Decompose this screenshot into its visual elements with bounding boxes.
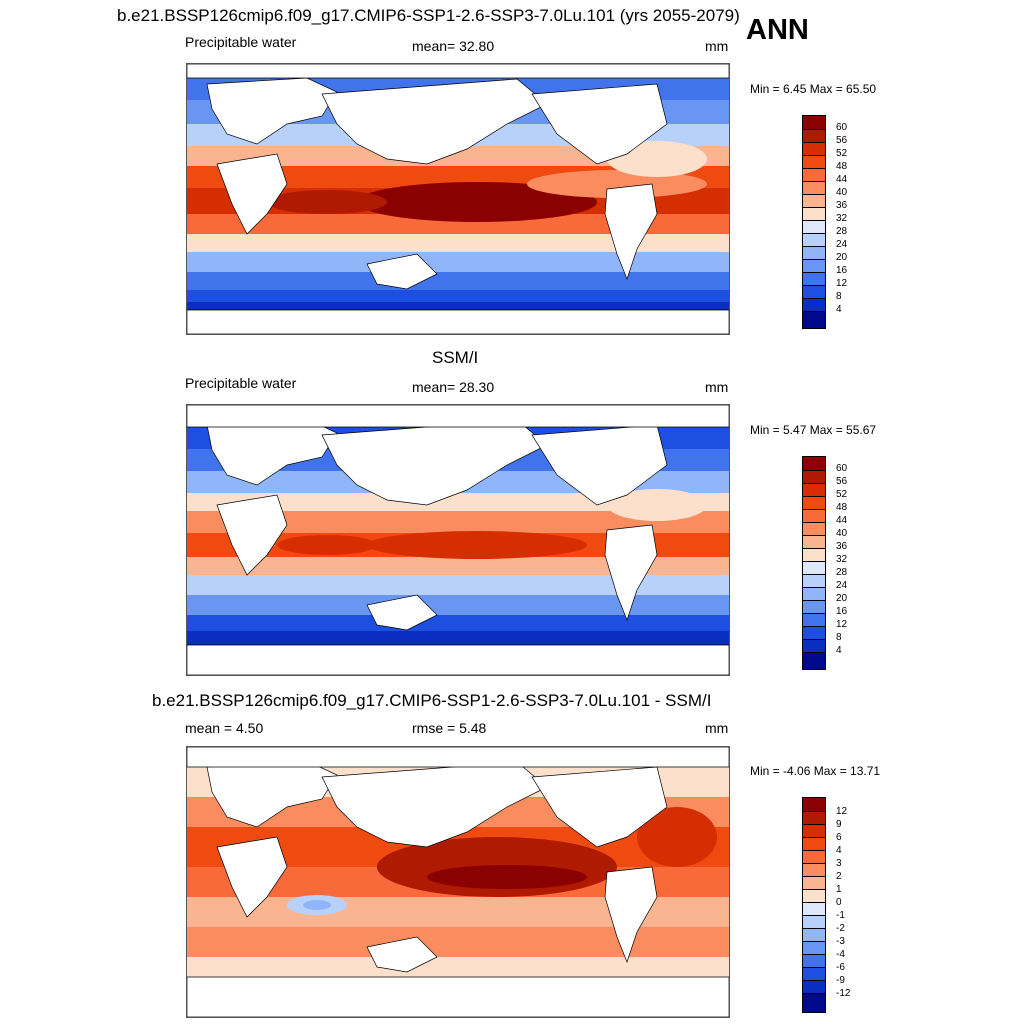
panel2-mean-label: mean= 28.30 [412, 379, 495, 395]
cbar-tick: 40 [836, 528, 848, 539]
cbar-tick: 56 [836, 476, 848, 487]
cbar-tick: 16 [836, 606, 848, 617]
cbar-tick: 6 [836, 832, 842, 843]
cbar-tick: 40 [836, 187, 848, 198]
panel1-continents [187, 64, 729, 334]
panel2-heading: SSM/I [432, 348, 479, 367]
panel2-colorbar-ticks: 60 56 52 48 44 40 36 32 28 24 20 16 12 8… [836, 463, 866, 673]
cbar-tick: 12 [836, 619, 848, 630]
cbar-tick: 9 [836, 819, 842, 830]
season-label: ANN [746, 14, 809, 46]
cbar-tick: 60 [836, 122, 848, 133]
cbar-tick: -6 [836, 962, 845, 973]
cbar-tick: 16 [836, 265, 848, 276]
cbar-tick: 4 [836, 304, 842, 315]
cbar-tick: 48 [836, 502, 848, 513]
cbar-tick: 8 [836, 291, 842, 302]
panel3-colorbar [802, 797, 826, 1013]
cbar-tick: 56 [836, 135, 848, 146]
cbar-tick: 20 [836, 593, 848, 604]
cbar-tick: 48 [836, 161, 848, 172]
cbar-tick: 28 [836, 226, 848, 237]
cbar-tick: 8 [836, 632, 842, 643]
panel2-units: mm [705, 379, 729, 395]
panel3-heading: b.e21.BSSP126cmip6.f09_g17.CMIP6-SSP1-2.… [152, 691, 712, 710]
cbar-tick: 3 [836, 858, 842, 869]
cbar-tick: -1 [836, 910, 845, 921]
panel3-map [186, 746, 730, 1018]
panel1-mean-label: mean= 32.80 [412, 38, 495, 54]
panel3-units: mm [705, 720, 729, 736]
cbar-tick: 20 [836, 252, 848, 263]
panel3-colorbar-ticks: 12 9 6 4 3 2 1 0 -1 -2 -3 -4 -6 -9 -12 [836, 806, 866, 1016]
cbar-tick: 2 [836, 871, 842, 882]
run-title: b.e21.BSSP126cmip6.f09_g17.CMIP6-SSP1-2.… [117, 6, 740, 25]
cbar-tick: -4 [836, 949, 845, 960]
cbar-tick: 4 [836, 845, 842, 856]
panel2-left-label: Precipitable water [185, 375, 297, 391]
panel1-colorbar [802, 115, 826, 329]
cbar-tick: 4 [836, 645, 842, 656]
cbar-tick: 44 [836, 515, 848, 526]
cbar-tick: -3 [836, 936, 845, 947]
cbar-tick: 52 [836, 489, 848, 500]
panel1-map [186, 63, 730, 335]
cbar-tick: 12 [836, 278, 848, 289]
panel2-map [186, 404, 730, 676]
panel3-mean-label: mean = 4.50 [185, 720, 264, 736]
cbar-tick: 24 [836, 580, 848, 591]
cbar-tick: 1 [836, 884, 842, 895]
panel1-minmax: Min = 6.45 Max = 65.50 [750, 82, 877, 96]
cbar-tick: 52 [836, 148, 848, 159]
cbar-tick: -2 [836, 923, 845, 934]
cbar-tick: 0 [836, 897, 842, 908]
cbar-tick: 28 [836, 567, 848, 578]
cbar-tick: 24 [836, 239, 848, 250]
panel1-units: mm [705, 38, 729, 54]
cbar-tick: -9 [836, 975, 845, 986]
cbar-tick: 12 [836, 806, 848, 817]
panel2-continents [187, 405, 729, 675]
cbar-tick: 32 [836, 213, 848, 224]
panel3-rmse-label: rmse = 5.48 [412, 720, 487, 736]
panel3-minmax: Min = -4.06 Max = 13.71 [750, 764, 881, 778]
cbar-tick: -12 [836, 988, 851, 999]
cbar-tick: 36 [836, 541, 848, 552]
panel2-colorbar [802, 456, 826, 670]
panel1-colorbar-ticks: 60 56 52 48 44 40 36 32 28 24 20 16 12 8… [836, 122, 866, 332]
cbar-tick: 44 [836, 174, 848, 185]
cbar-tick: 36 [836, 200, 848, 211]
cbar-tick: 60 [836, 463, 848, 474]
panel2-minmax: Min = 5.47 Max = 55.67 [750, 423, 877, 437]
panel1-left-label: Precipitable water [185, 34, 297, 50]
panel3-continents [187, 747, 729, 1017]
cbar-tick: 32 [836, 554, 848, 565]
